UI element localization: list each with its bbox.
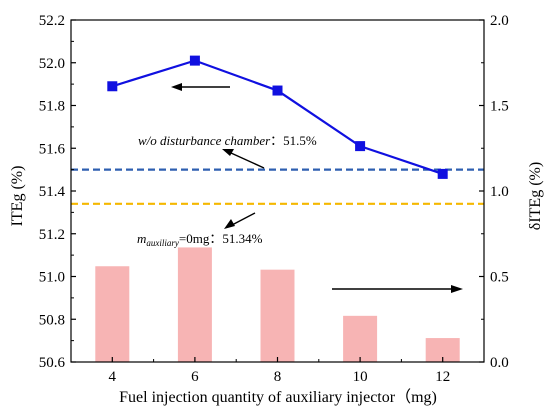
bar-12 — [425, 338, 460, 362]
arrow-to-ref2-head — [224, 219, 235, 229]
reference-lines — [71, 168, 484, 205]
ref1-annotation: w/o disturbance chamber：51.5% — [138, 133, 317, 148]
axes: 4 6 8 10 12 50.6 50.8 51.0 51.2 51.4 51.6 51.8 52.0 5… — [39, 13, 509, 385]
bar-6 — [177, 247, 212, 362]
arrow-to-ref2 — [231, 212, 256, 226]
y-left-tick-label: 50.8 — [39, 312, 65, 328]
bar-8 — [260, 269, 295, 362]
y-right-tick-label: 1.5 — [490, 99, 509, 115]
y-right-tick-label: 1.0 — [490, 184, 509, 200]
line-series — [107, 55, 448, 179]
line-point-6 — [189, 55, 200, 66]
bar-series — [95, 247, 460, 362]
arrow-to-ref1-head — [222, 149, 234, 156]
line-point-10 — [355, 141, 366, 152]
y-left-tick-label: 50.6 — [39, 355, 66, 371]
y-axis-right-label: δITEg (%) — [527, 162, 544, 230]
x-axis-label: Fuel injection quantity of auxiliary inj… — [119, 388, 437, 406]
arrow-to-ref1 — [230, 152, 265, 169]
y-left-tick-label: 52.2 — [39, 13, 65, 29]
x-tick-label: 4 — [109, 369, 117, 385]
bar-10 — [343, 315, 378, 362]
y-right-tick-label: 0.0 — [490, 355, 509, 371]
x-tick-label: 10 — [353, 369, 368, 385]
x-tick-label: 12 — [435, 369, 450, 385]
arrow-to-left-axis-head — [171, 83, 182, 91]
line-point-4 — [107, 81, 118, 92]
line-path — [111, 59, 444, 175]
arrows — [171, 83, 463, 293]
arrow-to-right-axis-head — [451, 285, 463, 293]
y-left-tick-label: 51.8 — [39, 99, 65, 115]
bar-4 — [95, 266, 130, 362]
y-left-tick-label: 51.6 — [39, 141, 66, 157]
line-point-8 — [272, 85, 283, 96]
y-left-tick-label: 51.0 — [39, 270, 65, 286]
line-point-12 — [437, 168, 448, 179]
y-right-tick-label: 2.0 — [490, 13, 509, 29]
y-left-tick-label: 52.0 — [39, 56, 65, 72]
y-left-tick-label: 51.4 — [39, 184, 66, 200]
y-axis-left-label: ITEg (%) — [9, 166, 26, 227]
y-right-tick-label: 0.5 — [490, 270, 509, 286]
y-left-tick-label: 51.2 — [39, 227, 65, 243]
x-tick-label: 6 — [191, 369, 199, 385]
ref2-annotation: mauxiliary=0mg：51.34% — [137, 231, 263, 248]
x-tick-label: 8 — [274, 369, 282, 385]
